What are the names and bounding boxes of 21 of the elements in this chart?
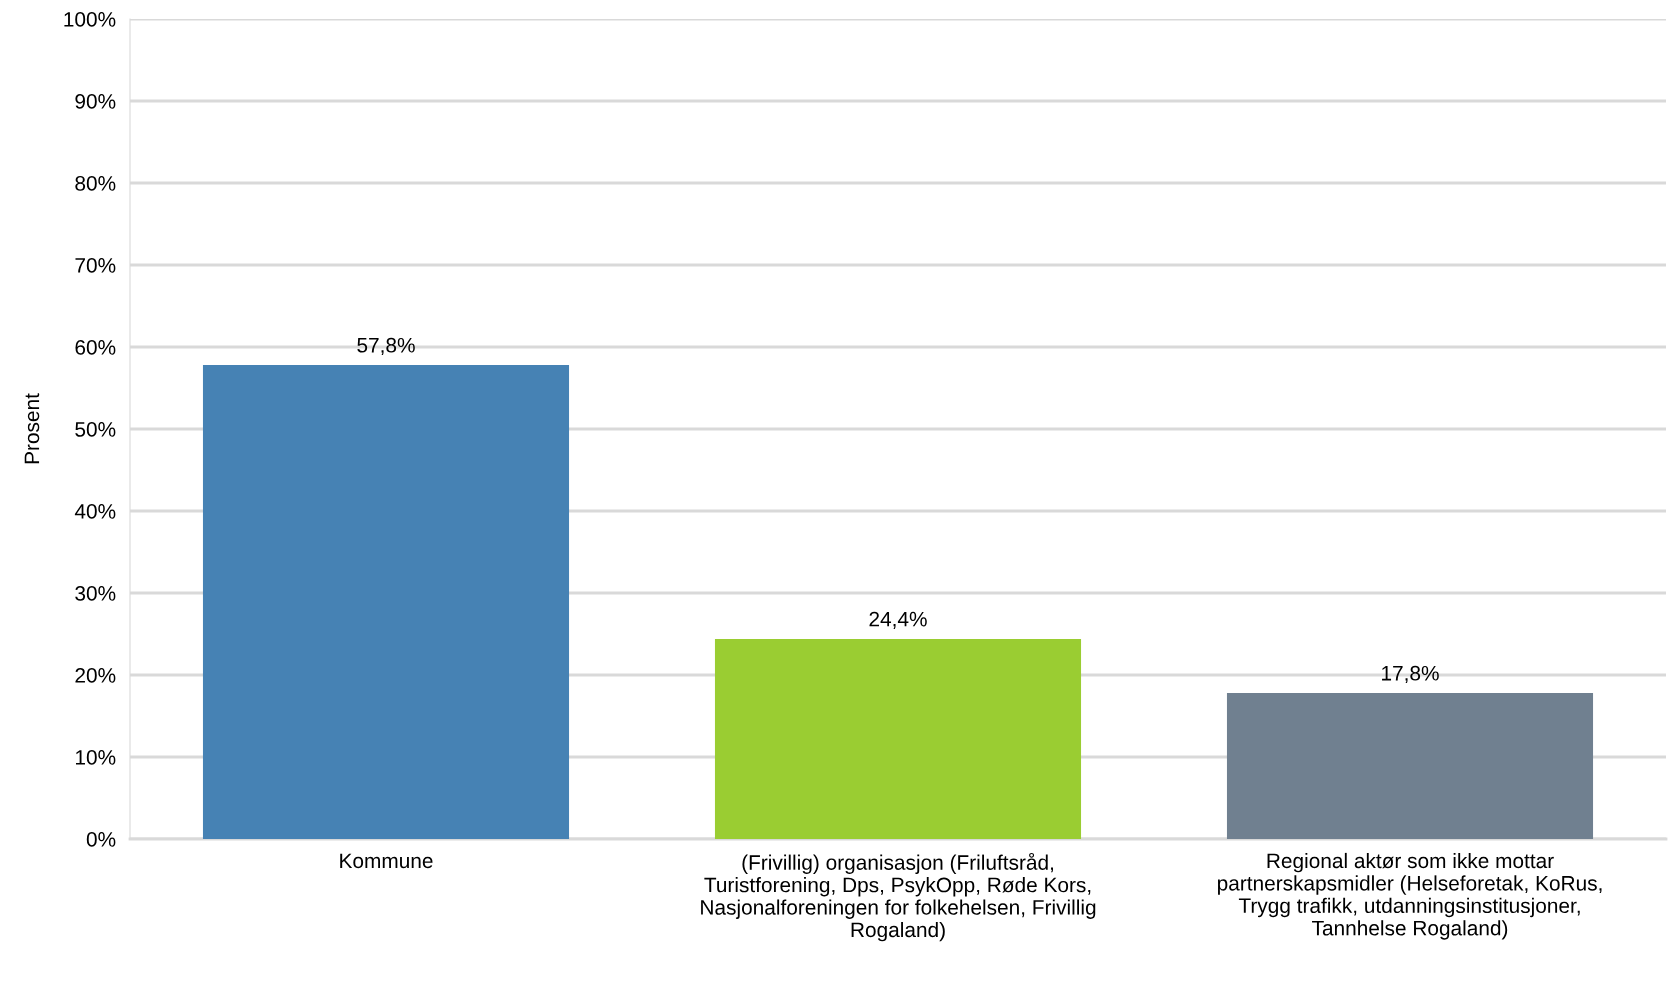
y-tick-label: 40% bbox=[74, 504, 116, 519]
bar bbox=[714, 638, 1082, 839]
y-tick-label: 20% bbox=[75, 668, 116, 683]
y-tick-label: 80% bbox=[75, 176, 116, 191]
y-tick-label: 30% bbox=[75, 586, 116, 601]
y-tick-label: 70% bbox=[75, 258, 116, 273]
bar bbox=[1226, 693, 1594, 839]
y-tick-label: 100% bbox=[64, 12, 116, 27]
x-tick-label: Kommune bbox=[340, 853, 433, 869]
y-tick-label: 60% bbox=[75, 340, 116, 355]
data-label: 17,8% bbox=[1382, 665, 1439, 684]
data-label: 24,4% bbox=[869, 611, 927, 629]
y-tick-label: 90% bbox=[75, 94, 116, 109]
x-tick-label: (Frivillig) organisasjon (Friluftsråd, Turistforening, Dps, PsykOpp, Røde Kors, Nasjonalforeningen for folkehelsen, Frivillig Rogaland) bbox=[701, 852, 1096, 942]
y-tick-label: 50% bbox=[75, 422, 116, 437]
y-tick-label: 10% bbox=[76, 750, 116, 765]
x-tick-label: Regional aktør som ikke mottar partnerskapsmidler (Helseforetak, KoRus, Trygg trafikk, utdanningsinstitusjoner, Tannhelse Rogaland) bbox=[1217, 852, 1602, 940]
y-axis-title: Prosent bbox=[24, 393, 40, 464]
y-tick-label: 0% bbox=[86, 832, 116, 847]
bar bbox=[202, 365, 570, 839]
data-label: 57,8% bbox=[357, 337, 415, 356]
